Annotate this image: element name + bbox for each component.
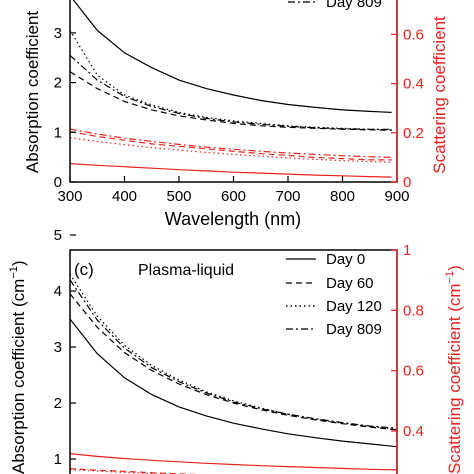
bottom-y-left-tick-label: 3 (54, 339, 62, 356)
bottom-legend-label-day120: Day 120 (326, 298, 382, 315)
top-absorption-day0 (72, 0, 392, 113)
top-x-tick-label: 900 (384, 188, 409, 205)
top-x-axis-label: Wavelength (nm) (165, 209, 301, 229)
top-y-ticks-left: 0 1 2 3 (54, 25, 76, 191)
top-x-tick-label: 300 (57, 188, 82, 205)
bottom-y-left-tick-label: 2 (54, 395, 62, 412)
bottom-y-ticks-left: 1 2 3 4 5 (54, 227, 76, 468)
bottom-y-right-tick-label: 0.6 (403, 363, 424, 380)
top-x-tick-label: 600 (221, 188, 246, 205)
top-y-left-tick-label: 0 (54, 174, 62, 191)
bottom-panel: 1 2 3 4 5 0.4 0.6 0.8 1 (c) Plasma-liquid Absor… (8, 227, 464, 474)
top-x-tick-label: 800 (330, 188, 355, 205)
bottom-absorption-day0 (69, 318, 398, 448)
top-scattering-lines (69, 128, 392, 178)
bottom-y-left-tick-label: 4 (54, 283, 62, 300)
bottom-absorption-lines (69, 273, 398, 448)
top-absorption-day60 (69, 71, 392, 131)
bottom-legend-label-day809: Day 809 (326, 321, 382, 338)
top-x-tick-label: 500 (166, 188, 191, 205)
bottom-scattering-lines (69, 453, 398, 474)
bottom-panel-title: Plasma-liquid (138, 262, 234, 279)
bottom-legend: Day 0 Day 60 Day 120 Day 809 (286, 251, 382, 338)
top-y-right-tick-label: 0.2 (403, 125, 424, 142)
bottom-y-right-tick-label: 0.8 (403, 302, 424, 319)
bottom-panel-letter: (c) (74, 260, 94, 279)
bottom-y-right-tick-label: 1 (403, 242, 411, 259)
top-y-right-tick-label: 0.6 (403, 26, 424, 43)
bottom-y-ticks-right: 0.4 0.6 0.8 1 (391, 242, 424, 440)
bottom-y-axis-label-right: Scattering coefficient (cm−1) (444, 265, 464, 474)
top-legend: Day 809 (288, 0, 382, 11)
top-y-left-tick-label: 1 (54, 124, 62, 141)
top-scattering-day60 (69, 131, 392, 161)
bottom-scattering-day120 (69, 469, 183, 474)
top-absorption-day809 (69, 54, 392, 130)
bottom-absorption-day809 (69, 279, 398, 429)
top-y-right-tick-label: 0 (403, 174, 411, 191)
top-y-right-tick-label: 0.4 (403, 76, 424, 93)
bottom-y-left-tick-label: 1 (54, 451, 62, 468)
bottom-y-right-tick-label: 0.4 (403, 423, 424, 440)
top-y-axis-label-right: Scattering coefficient (430, 16, 449, 174)
top-x-ticks: 300 400 500 600 700 800 900 (57, 176, 410, 205)
top-y-left-tick-label: 3 (54, 25, 62, 42)
bottom-y-axis-label-left: Absorption coefficient (cm−1) (8, 261, 28, 474)
top-legend-label-day809: Day 809 (326, 0, 382, 11)
top-absorption-day120 (69, 30, 392, 131)
bottom-y-left-tick-label: 5 (54, 227, 62, 244)
top-y-ticks-right: 0 0.2 0.4 0.6 (391, 26, 424, 191)
bottom-scattering-day0 (69, 453, 398, 471)
top-y-left-tick-label: 2 (54, 75, 62, 92)
top-scattering-day0 (69, 163, 392, 178)
top-panel: 300 400 500 600 700 800 900 0 1 2 3 0 0.2 0.4 0.6 Wa… (23, 0, 449, 229)
top-y-axis-label-left: Absorption coefficient (23, 11, 42, 174)
top-x-tick-label: 400 (112, 188, 137, 205)
bottom-legend-label-day60: Day 60 (326, 275, 374, 292)
top-plot-frame (69, 0, 398, 183)
bottom-legend-label-day0: Day 0 (326, 251, 365, 268)
top-scattering-day120 (69, 137, 392, 163)
top-absorption-lines (69, 0, 392, 131)
bottom-scattering-day60 (69, 468, 201, 474)
top-scattering-day809 (69, 128, 392, 158)
top-x-tick-label: 700 (275, 188, 300, 205)
